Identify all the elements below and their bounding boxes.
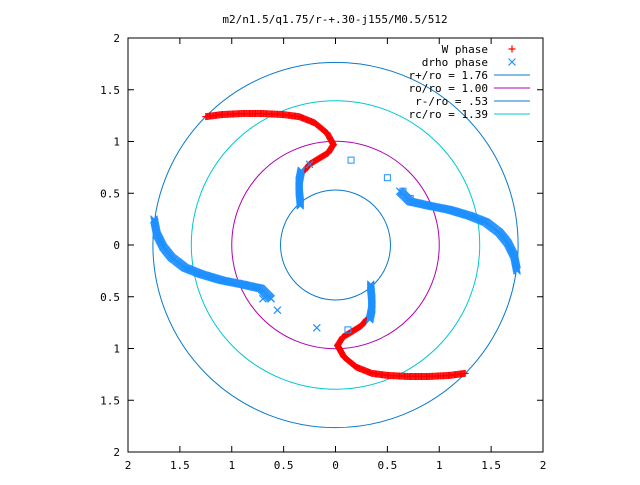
- y-tick-label: 1: [113, 343, 120, 356]
- data-point: [366, 282, 375, 291]
- y-tick-label: 2: [113, 32, 120, 45]
- series-1: [150, 156, 521, 334]
- legend-swatch: [508, 45, 516, 53]
- data-point: [366, 283, 375, 292]
- data-point: [296, 199, 305, 208]
- data-point: [296, 201, 305, 210]
- legend-swatch: [508, 58, 516, 66]
- radius-circle-0: [152, 61, 519, 429]
- y-tick-label: 2: [113, 446, 120, 459]
- data-point-isolated: [383, 174, 391, 182]
- x-tick-label: 2: [125, 459, 132, 472]
- y-tick-label: 0.5: [100, 291, 120, 304]
- radius-circle-3: [190, 100, 481, 390]
- legend-label: r+/ro = 1.76: [409, 69, 488, 82]
- data-point-isolated: [258, 294, 267, 303]
- x-tick-label: 1: [228, 459, 235, 472]
- legend-label: r-/ro = .53: [415, 95, 488, 108]
- x-tick-label: 0.5: [274, 459, 294, 472]
- data-point-isolated: [399, 187, 407, 195]
- radius-circle-1: [231, 140, 440, 350]
- data-point-isolated: [273, 306, 282, 315]
- y-tick-label: 0: [113, 239, 120, 252]
- data-point-isolated: [305, 160, 314, 169]
- legend-label: drho phase: [422, 56, 488, 69]
- data-point: [366, 280, 375, 289]
- data-point-isolated: [312, 323, 321, 332]
- data-point: [296, 200, 305, 209]
- y-tick-label: 0.5: [100, 187, 120, 200]
- legend-label: W phase: [442, 43, 488, 56]
- data-point: [150, 217, 159, 226]
- data-point: [150, 215, 158, 224]
- data-point: [366, 281, 375, 290]
- x-tick-label: 0.5: [377, 459, 397, 472]
- data-point: [150, 216, 159, 225]
- data-point-isolated: [406, 194, 414, 202]
- x-tick-label: 1: [436, 459, 443, 472]
- y-tick-label: 1: [113, 136, 120, 149]
- data-point: [512, 265, 521, 274]
- radius-circle-2: [280, 189, 391, 301]
- data-point: [512, 264, 521, 273]
- x-tick-label: 1.5: [170, 459, 190, 472]
- data-point: [296, 198, 305, 207]
- legend-label: ro/ro = 1.00: [409, 82, 488, 95]
- data-point: [513, 266, 521, 275]
- legend-label: rc/ro = 1.39: [409, 108, 488, 121]
- x-tick-label: 2: [540, 459, 547, 472]
- x-tick-label: 1.5: [481, 459, 501, 472]
- data-point-isolated: [347, 156, 355, 164]
- data-point-isolated: [344, 326, 352, 334]
- chart-title: m2/n1.5/q1.75/r-+.30-j155/M0.5/512: [222, 13, 447, 26]
- y-tick-label: 1.5: [100, 84, 120, 97]
- series-0: [202, 110, 469, 380]
- x-tick-label: 0: [332, 459, 339, 472]
- y-tick-label: 1.5: [100, 394, 120, 407]
